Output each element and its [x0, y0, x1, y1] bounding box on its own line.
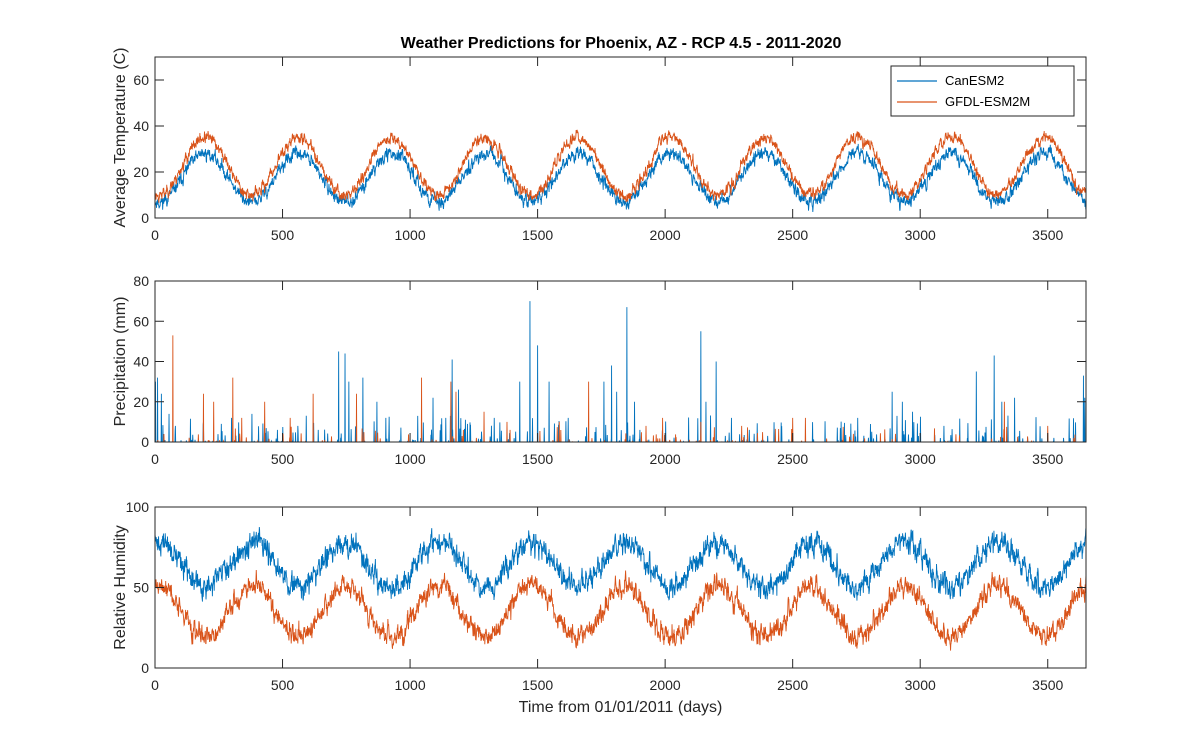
x-tick-label-precipitation-500: 500 — [271, 451, 295, 467]
chart-title: Weather Predictions for Phoenix, AZ - RC… — [401, 35, 842, 52]
x-axis-label-humidity: Time from 01/01/2011 (days) — [519, 699, 723, 716]
series-line-humidity-canesm2 — [155, 526, 1086, 602]
y-axis-label-humidity: Relative Humidity — [112, 525, 129, 649]
x-tick-label-humidity-3500: 3500 — [1032, 677, 1063, 693]
y-tick-label-precipitation-60: 60 — [133, 313, 149, 329]
x-tick-label-temperature-3000: 3000 — [905, 227, 936, 243]
axes-box-temperature — [154, 56, 1087, 219]
series-line-humidity-gfdl-esm2m — [155, 569, 1086, 651]
x-tick-label-temperature-3500: 3500 — [1032, 227, 1063, 243]
x-tick-label-precipitation-1000: 1000 — [394, 451, 425, 467]
axes-precipitation: 0 500 1000 1500 2000 2500 3000 3500 0 20 40 60 80Pre… — [112, 273, 1087, 467]
axes-layer: 0 500 1000 1500 2000 2500 3000 35000204060Avera… — [112, 48, 1087, 716]
y-tick-label-humidity-0: 0 — [141, 660, 149, 676]
y-tick-label-temperature-0: 0 — [141, 210, 149, 226]
y-axis-label-precipitation: Precipitation (mm) — [112, 297, 129, 427]
x-tick-label-humidity-0: 0 — [151, 677, 159, 693]
x-tick-label-precipitation-3000: 3000 — [905, 451, 936, 467]
y-tick-label-temperature-60: 60 — [133, 72, 149, 88]
x-tick-label-temperature-0: 0 — [151, 227, 159, 243]
x-tick-label-humidity-2500: 2500 — [777, 677, 808, 693]
x-tick-label-humidity-1500: 1500 — [522, 677, 553, 693]
y-tick-label-temperature-20: 20 — [133, 164, 149, 180]
x-tick-label-temperature-2000: 2000 — [650, 227, 681, 243]
plot-area-precipitation — [155, 281, 1086, 442]
y-tick-label-temperature-40: 40 — [133, 118, 149, 134]
x-tick-label-humidity-3000: 3000 — [905, 677, 936, 693]
legend: CanESM2 GFDL-ESM2M — [890, 65, 1075, 117]
legend-box — [890, 65, 1075, 117]
y-tick-label-precipitation-0: 0 — [141, 434, 149, 450]
x-tick-label-humidity-1000: 1000 — [394, 677, 425, 693]
x-tick-label-humidity-500: 500 — [271, 677, 295, 693]
x-tick-label-humidity-2000: 2000 — [650, 677, 681, 693]
y-axis-label-temperature: Average Temperature (C) — [112, 48, 129, 228]
y-tick-label-precipitation-40: 40 — [133, 354, 149, 370]
x-tick-label-temperature-1000: 1000 — [394, 227, 425, 243]
y-tick-label-humidity-100: 100 — [126, 499, 150, 515]
x-tick-label-temperature-2500: 2500 — [777, 227, 808, 243]
series-line-temperature-canesm2 — [155, 143, 1086, 212]
x-tick-label-precipitation-1500: 1500 — [522, 451, 553, 467]
x-tick-label-precipitation-3500: 3500 — [1032, 451, 1063, 467]
y-tick-label-humidity-50: 50 — [133, 580, 149, 596]
axes-humidity: 0 500 1000 1500 2000 2500 3000 3500 0 50 100 Relati… — [112, 499, 1087, 716]
legend-label-gfdl-esm2m: GFDL-ESM2M — [945, 94, 1030, 109]
legend-label-canesm2: CanESM2 — [945, 73, 1004, 88]
x-tick-label-temperature-500: 500 — [271, 227, 295, 243]
x-tick-label-precipitation-0: 0 — [151, 451, 159, 467]
y-tick-label-precipitation-80: 80 — [133, 273, 149, 289]
series-line-temperature-gfdl-esm2m — [155, 129, 1086, 203]
x-tick-label-precipitation-2500: 2500 — [777, 451, 808, 467]
x-tick-label-precipitation-2000: 2000 — [650, 451, 681, 467]
y-tick-label-precipitation-20: 20 — [133, 394, 149, 410]
x-tick-label-temperature-1500: 1500 — [522, 227, 553, 243]
